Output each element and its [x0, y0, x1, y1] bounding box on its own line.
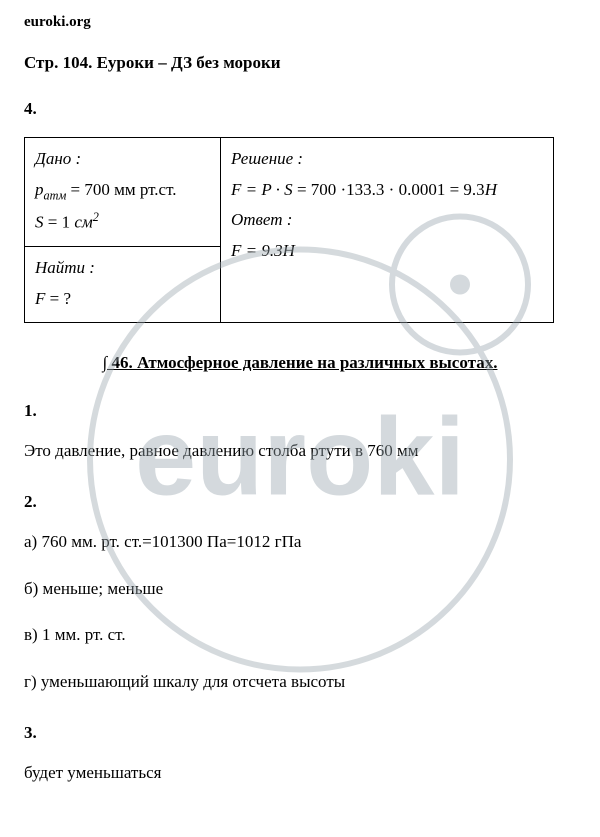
- q3-number: 3.: [24, 723, 576, 743]
- solution-label: Решение :: [231, 149, 303, 168]
- formula-lhs: F = P · S: [231, 180, 293, 199]
- solution-table: Дано : pатм = 700 мм рт.ст. S = 1 см2 Ре…: [24, 137, 554, 323]
- page-title: Стр. 104. Еуроки – ДЗ без мороки: [24, 53, 576, 73]
- given-label: Дано :: [35, 149, 81, 168]
- p-var: p: [35, 180, 44, 199]
- s-exp: 2: [93, 210, 99, 224]
- given-cell: Дано : pатм = 700 мм рт.ст. S = 1 см2: [25, 138, 221, 247]
- formula-unit: H: [485, 180, 497, 199]
- s-unit: см: [74, 213, 92, 232]
- p-sub: атм: [44, 188, 67, 202]
- s-var: S: [35, 213, 44, 232]
- formula-rhs: = 700 ·133.3 · 0.0001 = 9.3: [293, 180, 485, 199]
- s-eq: = 1: [44, 213, 75, 232]
- solution-cell: Решение : F = P · S = 700 ·133.3 · 0.000…: [221, 138, 554, 323]
- answer-unit: H: [283, 241, 295, 260]
- q2-b: б) меньше; меньше: [24, 577, 576, 602]
- find-label: Найти :: [35, 258, 95, 277]
- find-eq: = ?: [45, 289, 71, 308]
- q1-number: 1.: [24, 401, 576, 421]
- p-eq: = 700 мм рт.ст.: [66, 180, 176, 199]
- q4-number: 4.: [24, 99, 576, 119]
- q2-number: 2.: [24, 492, 576, 512]
- site-label: euroki.org: [24, 14, 576, 31]
- find-var: F: [35, 289, 45, 308]
- section-title: ∫ 46. Атмосферное давление на различных …: [24, 353, 576, 373]
- q3-text: будет уменьшаться: [24, 761, 576, 786]
- answer-expr: F = 9.3: [231, 241, 283, 260]
- q2-d: г) уменьшающий шкалу для отсчета высоты: [24, 670, 576, 695]
- q1-text: Это давление, равное давлению столба рту…: [24, 439, 576, 464]
- q2-a: а) 760 мм. рт. ст.=101300 Па=1012 гПа: [24, 530, 576, 555]
- answer-label: Ответ :: [231, 210, 292, 229]
- find-cell: Найти : F = ?: [25, 247, 221, 323]
- q2-c: в) 1 мм. рт. ст.: [24, 623, 576, 648]
